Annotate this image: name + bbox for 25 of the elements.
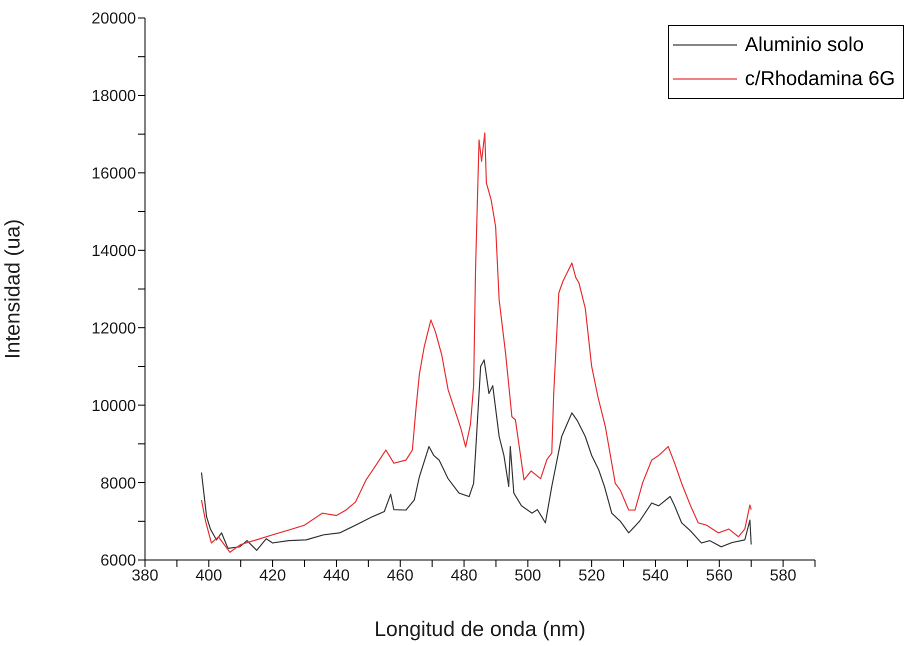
x-tick-label: 460	[386, 567, 414, 584]
y-axis-title: Intensidad (ua)	[1, 218, 24, 360]
legend-label: Aluminio solo	[744, 33, 864, 58]
x-axis-title: Longitud de onda (nm)	[374, 618, 586, 641]
x-tick-label: 480	[450, 567, 478, 584]
y-tick-label: 12000	[92, 320, 136, 338]
legend-label: c/Rhodamina 6G	[744, 67, 895, 92]
x-tick-label: 420	[259, 567, 286, 584]
x-tick-label: 520	[578, 567, 606, 584]
y-tick-label: 6000	[100, 552, 136, 570]
y-tick-label: 20000	[92, 10, 136, 28]
x-tick-label: 560	[706, 567, 733, 584]
x-tick-label: 440	[323, 567, 350, 584]
x-tick-label: 540	[642, 567, 669, 584]
x-tick-label: 500	[514, 567, 542, 584]
y-tick-label: 8000	[100, 475, 136, 492]
y-tick-label: 18000	[92, 88, 136, 106]
x-tick-label: 580	[770, 567, 797, 584]
x-tick-label: 400	[195, 567, 222, 584]
x-tick-label: 380	[132, 567, 158, 584]
y-tick-label: 16000	[92, 166, 136, 183]
line-series	[200, 132, 752, 553]
y-tick-label: 10000	[92, 398, 136, 415]
y-tick-label: 14000	[92, 242, 136, 260]
line-series	[200, 359, 752, 551]
